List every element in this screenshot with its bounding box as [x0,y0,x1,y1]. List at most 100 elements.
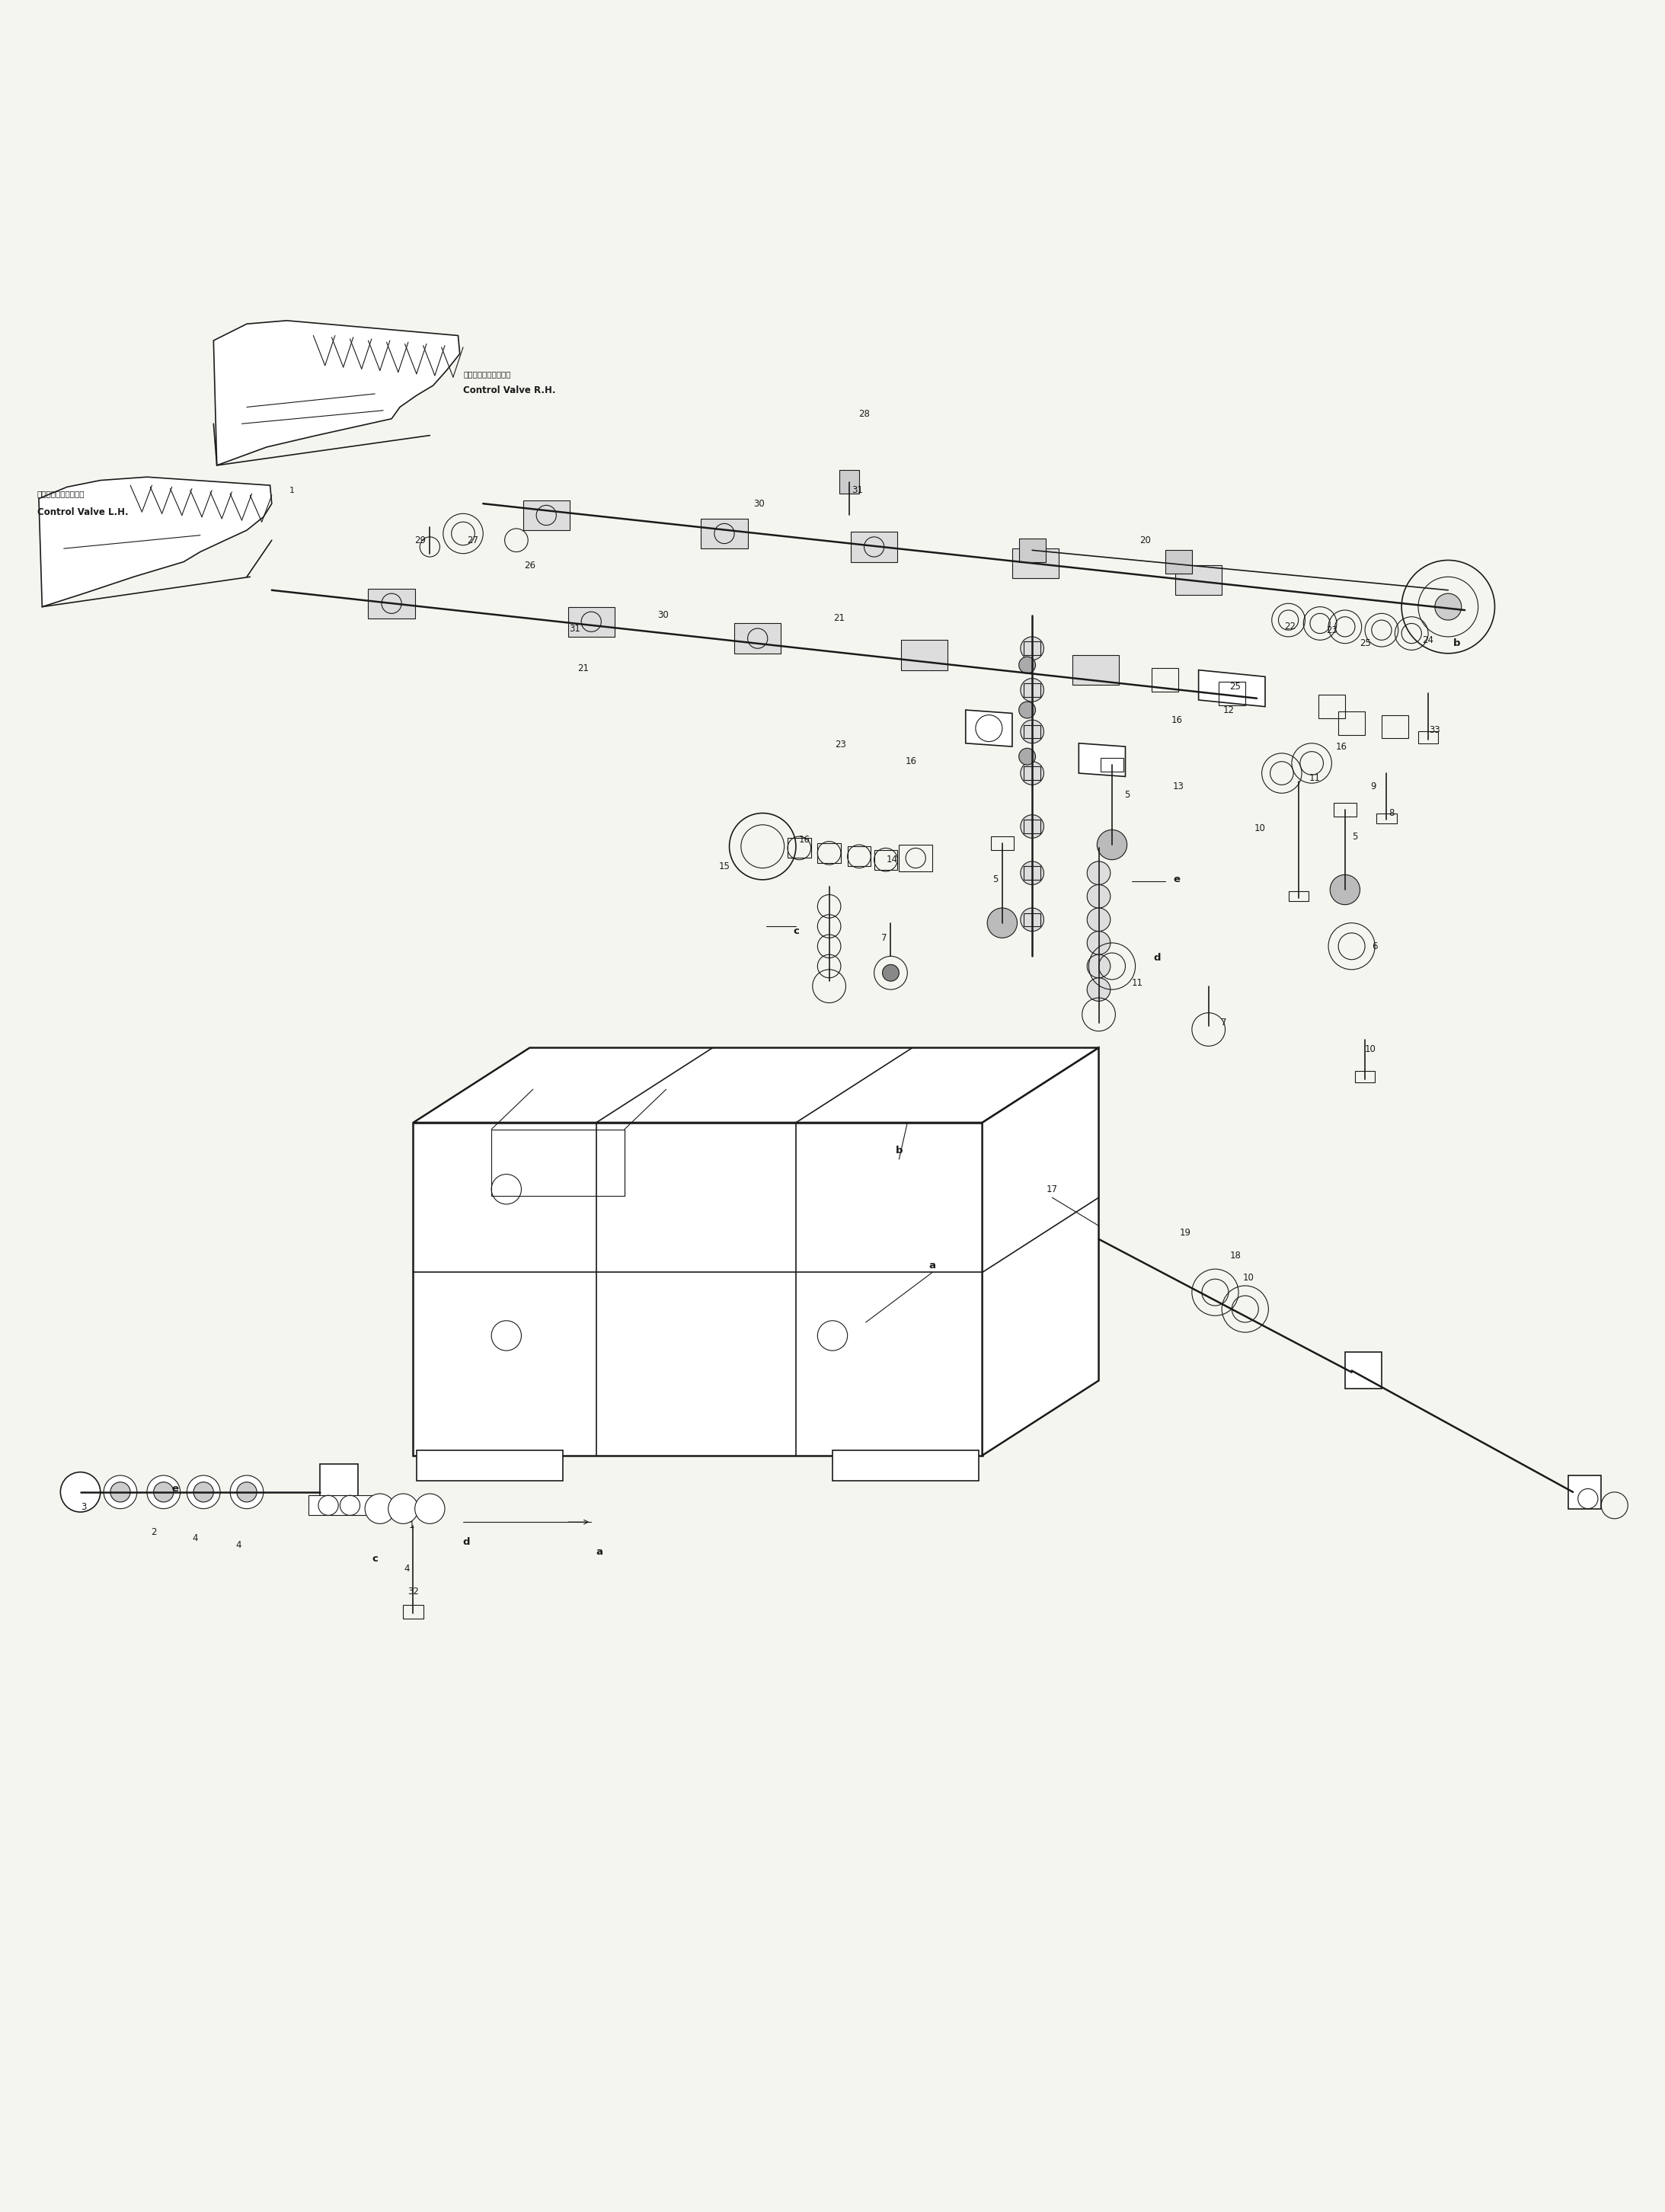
Bar [1024,914,1041,927]
Text: 16: 16 [1170,714,1182,726]
Text: 10: 10 [1364,1044,1375,1055]
Polygon shape [38,478,271,606]
Text: c: c [793,927,799,936]
Text: 1: 1 [290,487,295,493]
Bar [874,849,897,869]
Text: 24: 24 [1422,635,1434,646]
Text: 6: 6 [1372,942,1379,951]
Bar [1024,768,1041,781]
Circle shape [1087,956,1111,978]
Text: コントロールバルブ右: コントロールバルブ右 [463,369,511,378]
Text: 23: 23 [1325,626,1337,635]
Circle shape [1087,907,1111,931]
Circle shape [1435,593,1462,619]
Text: 14: 14 [887,854,897,865]
Bar [1012,549,1059,580]
Text: 31: 31 [569,624,581,633]
Text: 7: 7 [881,933,887,942]
Text: 31: 31 [852,484,862,495]
Circle shape [1087,860,1111,885]
Circle shape [388,1493,418,1524]
Circle shape [1087,931,1111,956]
Circle shape [1021,679,1044,701]
Text: 15: 15 [719,860,729,872]
Text: 5: 5 [992,874,999,885]
Bar [1345,1352,1382,1389]
Bar [491,1130,624,1197]
Circle shape [186,1475,220,1509]
Bar [1355,1071,1375,1082]
Text: 26: 26 [524,560,536,571]
Bar [851,531,897,562]
Text: 7: 7 [1220,1018,1227,1029]
Text: 25: 25 [1229,681,1240,692]
Bar [523,500,569,531]
Text: 28: 28 [859,409,869,418]
Bar [1339,712,1365,734]
Circle shape [1330,874,1360,905]
Bar [1165,551,1192,573]
Bar [1024,684,1041,697]
Text: 12: 12 [1222,706,1234,714]
Circle shape [60,1473,100,1513]
Circle shape [1021,907,1044,931]
Bar [403,1606,423,1619]
Circle shape [1087,885,1111,907]
Text: a: a [929,1261,936,1270]
Bar [1175,566,1222,595]
Circle shape [365,1493,395,1524]
Polygon shape [1199,670,1265,706]
Bar [416,1451,563,1480]
Bar [901,639,947,670]
Polygon shape [966,710,1012,748]
Text: 11: 11 [1131,978,1142,989]
Text: 21: 21 [834,613,844,624]
Polygon shape [213,321,460,465]
Text: a: a [596,1546,603,1557]
Text: 10: 10 [1242,1272,1254,1283]
Text: c: c [371,1553,378,1564]
Circle shape [1021,719,1044,743]
Text: 19: 19 [1179,1228,1190,1237]
Circle shape [236,1482,256,1502]
Circle shape [415,1493,445,1524]
Bar [368,588,415,619]
Circle shape [882,964,899,982]
Bar [1289,891,1309,900]
Circle shape [110,1482,130,1502]
Text: 18: 18 [1229,1250,1240,1261]
Bar [1377,814,1397,823]
Circle shape [1021,761,1044,785]
Bar [899,845,932,872]
Text: 33: 33 [1429,726,1440,734]
Text: 13: 13 [1172,781,1184,792]
Text: 2: 2 [152,1526,157,1537]
Bar [734,624,781,653]
Text: e: e [1174,874,1180,885]
Text: 16: 16 [1335,741,1347,752]
Text: 27: 27 [468,535,480,544]
Text: 4: 4 [193,1533,198,1544]
Circle shape [153,1482,173,1502]
Bar [1072,655,1119,686]
Text: e: e [171,1484,178,1493]
Polygon shape [982,1048,1099,1455]
Bar [1024,821,1041,834]
Text: Control Valve L.H.: Control Valve L.H. [37,507,128,518]
Bar [1101,759,1124,772]
Bar [1019,538,1046,562]
Bar [1024,641,1041,655]
Text: 5: 5 [1352,832,1357,841]
Circle shape [1097,830,1127,860]
Circle shape [147,1475,180,1509]
Text: 20: 20 [1139,535,1151,544]
Polygon shape [320,1464,358,1509]
Circle shape [1021,814,1044,838]
Bar [839,471,859,493]
Text: b: b [1454,639,1460,648]
Circle shape [103,1475,137,1509]
Text: 3: 3 [82,1502,87,1513]
Text: Control Valve R.H.: Control Valve R.H. [463,385,556,396]
Bar [1568,1475,1602,1509]
Text: 1: 1 [408,1520,415,1531]
